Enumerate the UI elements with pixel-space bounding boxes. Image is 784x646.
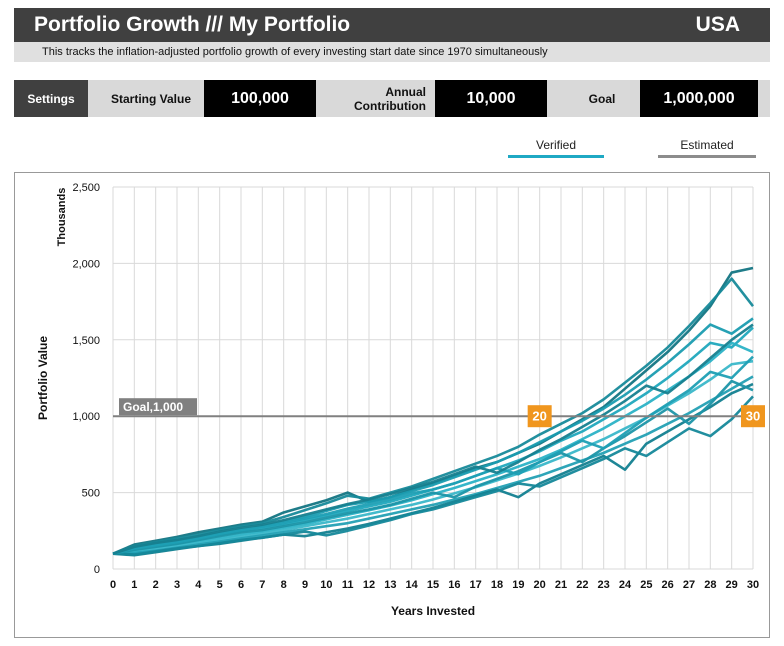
x-tick-label: 6 [238,579,244,591]
x-tick-label: 13 [384,579,396,591]
x-tick-label: 9 [302,579,308,591]
y-axis-title: Portfolio Value [36,336,50,420]
header-bar: Portfolio Growth /// My Portfolio USA [14,8,770,42]
series-line [112,379,754,555]
x-tick-label: 29 [726,579,738,591]
x-tick-label: 2 [153,579,159,591]
x-axis-title: Years Invested [391,604,475,618]
y-tick-label: 1,500 [72,335,100,347]
goal-label: Goal,1,000 [123,400,183,414]
settings-button[interactable]: Settings [14,80,88,117]
series-line [112,266,754,555]
x-tick-label: 23 [598,579,610,591]
x-tick-label: 7 [259,579,265,591]
x-tick-label: 1 [131,579,137,591]
y-tick-label: 1,000 [72,411,100,423]
legend-verified: Verified [508,138,604,158]
x-tick-label: 15 [427,579,439,591]
y-tick-label: 0 [94,564,100,576]
legend-verified-label: Verified [535,138,577,152]
year-marker-label: 20 [532,409,546,424]
x-tick-label: 10 [320,579,332,591]
x-tick-label: 14 [406,579,419,591]
x-tick-label: 0 [110,579,116,591]
legend-verified-swatch [508,155,604,158]
x-tick-label: 8 [281,579,287,591]
x-tick-label: 22 [576,579,588,591]
x-tick-label: 11 [342,579,354,591]
series-line [112,277,755,555]
chart-area: 0 1 2 3 4 5 6 7 8 9 10 11 12 13 14 15 16 17 18 19 20 21 22 23 24… [14,172,770,638]
x-tick-label: 12 [363,579,375,591]
year-marker-box [741,405,765,428]
legend-estimated: Estimated [658,138,756,158]
series-line [112,355,754,555]
country-label: USA [695,13,740,36]
settings-bar: Settings Starting Value 100,000 Annual C… [14,80,770,117]
x-tick-label: 28 [704,579,716,591]
y-tick-label: 2,000 [72,258,100,270]
x-tick-label: 19 [512,579,524,591]
y-tick-label: 500 [82,488,100,500]
annual-contribution-field[interactable]: 10,000 [435,80,547,117]
x-tick-label: 26 [662,579,674,591]
y-tick-label: 2,500 [72,182,100,194]
series-line [112,341,754,556]
page-title: Portfolio Growth /// My Portfolio [34,13,351,36]
portfolio-chart: 0 1 2 3 4 5 6 7 8 9 10 11 12 13 14 15 16 17 18 19 20 21 22 23 24… [36,182,765,618]
annual-contribution-label: Annual Contribution [354,84,426,113]
y-axis-unit: Thousands [56,188,68,247]
series-line [112,395,754,556]
x-tick-label: 21 [555,579,567,591]
subheader-bar: This tracks the inflation-adjusted portf… [14,42,770,62]
x-tick-label: 18 [491,579,503,591]
subheader-text: This tracks the inflation-adjusted portf… [42,46,548,58]
x-tick-label: 20 [534,579,546,591]
legend-estimated-swatch [658,155,756,158]
series-line [112,375,754,556]
x-tick-label: 27 [683,579,695,591]
series-line [112,323,754,555]
legend-estimated-label: Estimated [680,138,734,152]
goal-label-box [119,398,197,416]
starting-value-label: Starting Value [110,91,192,106]
x-tick-label: 25 [640,579,652,591]
x-tick-label: 30 [747,579,759,591]
x-tick-label: 17 [470,579,482,591]
year-marker-label: 30 [746,409,760,424]
goal-label: Goal [588,91,616,106]
goal-field[interactable]: 1,000,000 [640,80,758,117]
year-marker-box [527,405,552,428]
x-tick-label: 4 [195,579,202,591]
x-tick-label: 24 [619,579,632,591]
x-tick-label: 16 [448,579,460,591]
x-tick-label: 3 [174,579,180,591]
starting-value-field[interactable]: 100,000 [204,80,316,117]
x-tick-label: 5 [217,579,223,591]
